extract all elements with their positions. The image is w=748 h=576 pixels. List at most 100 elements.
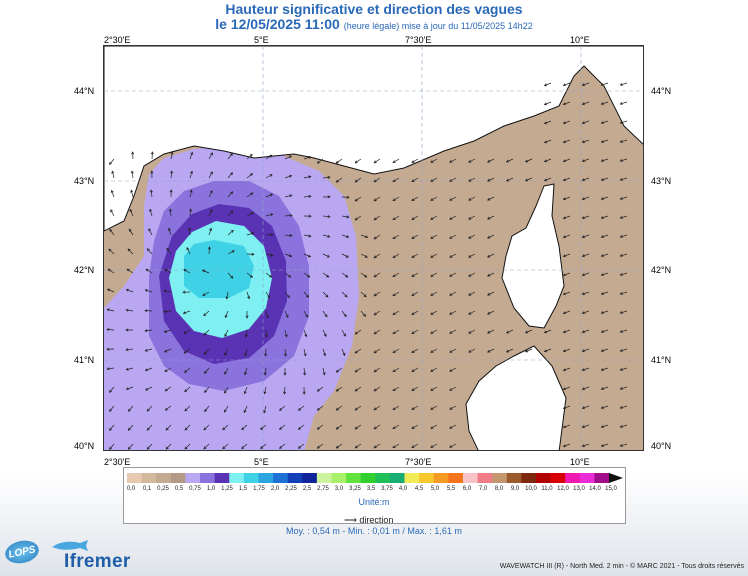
direction-arrow (244, 367, 248, 375)
direction-arrowhead (209, 227, 213, 231)
direction-arrowhead (562, 102, 566, 106)
direction-arrowhead (144, 289, 148, 292)
direction-arrow (563, 196, 571, 200)
direction-arrowhead (468, 178, 472, 182)
direction-arrow (487, 272, 495, 277)
direction-arrow (303, 234, 311, 237)
direction-arrowhead (283, 372, 287, 376)
direction-arrow (355, 443, 362, 449)
direction-arrowhead (354, 369, 358, 373)
direction-arrow (373, 234, 381, 240)
direction-arrow (563, 367, 571, 371)
direction-arrowhead (430, 236, 434, 239)
direction-arrowhead (269, 154, 273, 158)
direction-arrow (164, 290, 172, 293)
direction-arrowhead (224, 409, 227, 413)
direction-arrowhead (109, 389, 112, 393)
direction-arrow (544, 158, 552, 162)
direction-arrow (284, 234, 292, 237)
direction-arrowhead (392, 407, 396, 411)
direction-arrowhead (581, 140, 585, 144)
direction-arrow (336, 386, 343, 392)
direction-arrowhead (149, 208, 153, 212)
direction-arrowhead (430, 331, 434, 334)
direction-arrowhead (619, 197, 623, 200)
direction-arrow (355, 348, 362, 354)
direction-arrowhead (449, 179, 453, 182)
direction-arrow (264, 386, 267, 394)
legend-unit: Unité:m (358, 497, 390, 507)
direction-arrow (107, 309, 115, 312)
direction-arrowhead (449, 445, 453, 448)
direction-arrowhead (505, 330, 510, 334)
direction-arrow (165, 424, 172, 431)
direction-arrowhead (487, 254, 491, 258)
direction-arrowhead (164, 268, 168, 272)
lops-logo[interactable]: LOPS (3, 537, 41, 567)
direction-arrowhead (269, 174, 273, 177)
direction-arrow (360, 310, 366, 317)
direction-arrow (506, 158, 514, 163)
direction-arrowhead (204, 370, 207, 374)
direction-arrow (265, 213, 273, 217)
direction-arrowhead (165, 446, 169, 450)
legend-label: 3,25 (349, 486, 361, 492)
direction-arrow (601, 310, 609, 314)
direction-arrow (341, 291, 348, 298)
direction-arrow (189, 227, 191, 236)
direction-arrow (430, 386, 438, 391)
direction-arrowhead (581, 425, 585, 429)
direction-arrowhead (468, 349, 472, 353)
direction-arrowhead (449, 312, 453, 315)
direction-arrow (620, 158, 628, 162)
direction-arrowhead (581, 444, 585, 448)
direction-arrow (128, 443, 134, 450)
direction-arrowhead (230, 275, 234, 279)
direction-arrow (563, 272, 571, 276)
direction-arrowhead (343, 333, 346, 337)
direction-arrowhead (109, 446, 112, 450)
direction-arrow (487, 158, 495, 163)
direction-arrowhead (430, 293, 434, 296)
direction-arrow (392, 272, 400, 277)
direction-arrow (355, 386, 362, 392)
direction-arrow (392, 329, 400, 334)
direction-arrowhead (260, 446, 264, 449)
direction-arrow (355, 424, 362, 430)
direction-arrowhead (373, 407, 377, 411)
direction-arrowhead (581, 368, 585, 372)
direction-arrowhead (363, 313, 366, 317)
direction-arrowhead (354, 445, 358, 449)
direction-arrowhead (146, 446, 150, 450)
direction-arrow (265, 174, 273, 179)
direction-arrow (620, 443, 628, 447)
direction-arrowhead (487, 349, 491, 353)
direction-arrow (303, 310, 308, 318)
direction-arrowhead (392, 369, 396, 373)
direction-arrowhead (229, 152, 233, 157)
direction-arrowhead (327, 195, 331, 199)
legend-label: 8,0 (494, 486, 504, 492)
direction-arrow (582, 101, 590, 105)
direction-arrow (298, 424, 305, 430)
ifremer-logo[interactable]: Ifremer (64, 551, 131, 572)
direction-arrow (226, 291, 229, 299)
direction-arrowhead (411, 388, 415, 391)
direction-arrowhead (150, 151, 154, 155)
direction-arrowhead (600, 444, 604, 447)
direction-arrow (601, 291, 609, 295)
direction-arrowhead (164, 388, 168, 392)
direction-arrow (189, 152, 193, 160)
direction-arrow (127, 248, 134, 255)
direction-arrow (183, 310, 191, 314)
direction-arrowhead (250, 192, 254, 196)
direction-arrowhead (224, 352, 228, 356)
wave-map[interactable] (103, 45, 644, 451)
direction-arrowhead (127, 248, 131, 252)
direction-arrow (265, 329, 267, 338)
legend-swatch (258, 473, 274, 483)
direction-arrowhead (543, 140, 548, 144)
direction-arrow (601, 424, 609, 428)
direction-arrow (582, 291, 590, 295)
direction-arrow (563, 139, 571, 143)
